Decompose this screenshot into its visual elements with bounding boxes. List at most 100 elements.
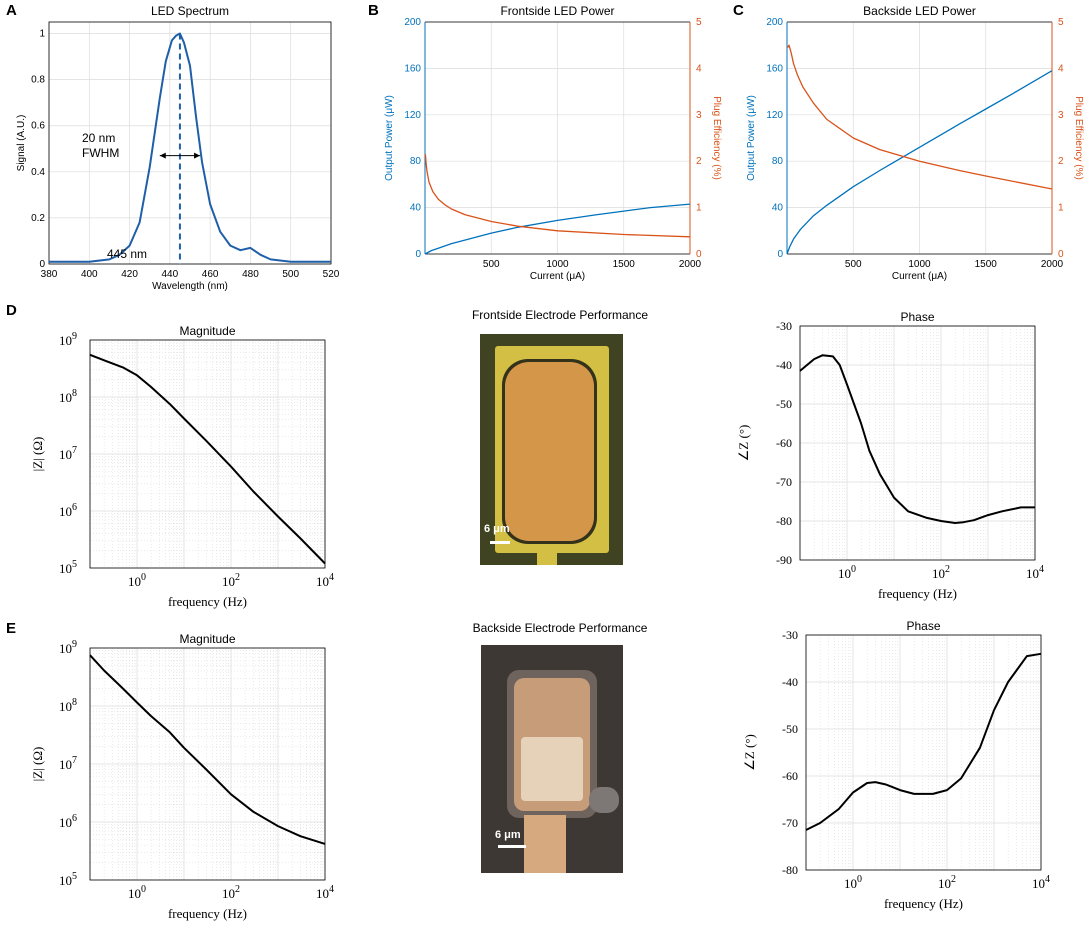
d-phase-ytick-label: -50 — [776, 397, 792, 411]
backside-scale-label: 6 μm — [495, 829, 521, 841]
a-spectrum-line — [49, 32, 331, 263]
e-phase-ytick-label: -80 — [782, 863, 798, 877]
c-ylabel-left: Output Power (μW) — [746, 95, 757, 181]
e-phase-xtick-label: 104 — [1032, 874, 1050, 891]
c-ytick-left: 40 — [772, 203, 784, 214]
b-ytick-left: 80 — [410, 156, 422, 167]
b-ytick-left: 200 — [404, 17, 421, 28]
a-xlabel: Wavelength (nm) — [152, 281, 228, 292]
c-efficiency-line — [787, 44, 1053, 190]
plot-frame-e-mag — [89, 647, 326, 881]
b-ylabel-right: Plug Efficiency (%) — [711, 96, 722, 180]
frontside-scale-label: 6 μm — [484, 523, 510, 535]
a-title: LED Spectrum — [151, 4, 229, 18]
panel-label-a: A — [6, 2, 17, 19]
d-mag-title: Magnitude — [179, 324, 235, 338]
plot-frame-a — [48, 21, 332, 265]
b-xtick-label: 500 — [483, 259, 500, 270]
e-mag-xtick-label: 104 — [316, 884, 334, 901]
panel-label-d: D — [6, 302, 17, 319]
d-mag-xlabel: frequency (Hz) — [168, 594, 247, 609]
c-ytick-left: 160 — [766, 63, 783, 74]
d-phase-xlabel: frequency (Hz) — [878, 586, 957, 601]
b-ytick-left: 120 — [404, 110, 421, 121]
d-phase-curve — [799, 354, 1035, 524]
b-xtick-label: 1000 — [546, 259, 569, 270]
d-mag-curve — [89, 353, 326, 565]
e-mag-curve — [89, 654, 326, 845]
backside-electrode-photo: 6 μm — [481, 645, 623, 873]
panel-label-b: B — [368, 2, 379, 19]
c-ytick-right: 5 — [1058, 17, 1064, 28]
c-ytick-left: 80 — [772, 156, 784, 167]
a-ytick-label: 0.6 — [31, 121, 45, 132]
plot-frame-d-phase — [799, 325, 1036, 561]
e-mag-xtick-label: 100 — [128, 884, 146, 901]
d-mag-ytick-label: 109 — [59, 331, 77, 348]
d-phase-ytick-label: -80 — [776, 514, 792, 528]
b-efficiency-line — [424, 154, 691, 238]
b-ytick-right: 1 — [696, 203, 702, 214]
a-xtick-label: 480 — [242, 269, 259, 280]
e-mag-xtick-label: 102 — [222, 884, 240, 901]
b-ytick-right: 0 — [696, 249, 702, 260]
d-mag-ytick-label: 106 — [59, 502, 77, 519]
e-mag-ytick-label: 105 — [59, 871, 77, 888]
a-xtick-label: 460 — [202, 269, 219, 280]
c-ytick-right: 1 — [1058, 203, 1064, 214]
e-phase-ylabel: ∠Z (°) — [742, 734, 757, 771]
a-ytick-label: 0 — [39, 259, 45, 270]
a-fwhm-label-2: FWHM — [82, 146, 119, 160]
b-power-line — [424, 203, 691, 255]
e-mag-ytick-label: 108 — [59, 697, 77, 714]
b-ytick-left: 0 — [415, 249, 421, 260]
d-mag-xtick-label: 100 — [128, 572, 146, 589]
b-ytick-right: 3 — [696, 110, 702, 121]
e-mag-xlabel: frequency (Hz) — [168, 906, 247, 921]
c-xtick-label: 1500 — [975, 259, 998, 270]
b-xlabel: Current (μA) — [530, 271, 585, 282]
e-mag-ytick-label: 109 — [59, 639, 77, 656]
e-mag-title: Magnitude — [179, 632, 235, 646]
b-ylabel-left: Output Power (μW) — [384, 95, 395, 181]
c-power-line — [786, 70, 1053, 255]
e-mag-ylabel: |Z| (Ω) — [30, 747, 45, 782]
e-phase-xtick-label: 102 — [938, 874, 956, 891]
c-ytick-right: 4 — [1058, 63, 1064, 74]
c-ytick-left: 0 — [777, 249, 783, 260]
d-mag-xtick-label: 102 — [222, 572, 240, 589]
c-xtick-label: 500 — [845, 259, 862, 270]
a-ytick-label: 1 — [39, 29, 45, 40]
d-phase-ytick-label: -30 — [776, 319, 792, 333]
e-phase-ytick-label: -40 — [782, 675, 798, 689]
d-mag-ylabel: |Z| (Ω) — [30, 437, 45, 472]
e-mag-ytick-label: 107 — [59, 755, 77, 772]
d-mag-ytick-label: 107 — [59, 445, 77, 462]
d-phase-ylabel: ∠Z (°) — [736, 425, 751, 462]
a-xtick-label: 420 — [121, 269, 138, 280]
b-ytick-left: 40 — [410, 203, 422, 214]
c-ylabel-right: Plug Efficiency (%) — [1073, 96, 1084, 180]
e-mag-ytick-label: 106 — [59, 813, 77, 830]
e-phase-xtick-label: 100 — [844, 874, 862, 891]
a-xtick-label: 520 — [323, 269, 340, 280]
panel-label-c: C — [733, 2, 744, 19]
c-ytick-left: 200 — [766, 17, 783, 28]
b-ytick-right: 5 — [696, 17, 702, 28]
d-mag-xtick-label: 104 — [316, 572, 334, 589]
a-fwhm-label-1: 20 nm — [82, 131, 115, 145]
backside-scale-bar — [498, 845, 526, 848]
c-ytick-left: 120 — [766, 110, 783, 121]
plot-frame-d-mag — [89, 339, 326, 569]
b-ytick-left: 160 — [404, 63, 421, 74]
d-mag-ytick-label: 108 — [59, 388, 77, 405]
e-phase-ytick-label: -70 — [782, 816, 798, 830]
c-title: Backside LED Power — [863, 4, 976, 18]
d-phase-ytick-label: -90 — [776, 553, 792, 567]
a-peak-label: 445 nm — [107, 247, 147, 261]
c-ytick-right: 2 — [1058, 156, 1064, 167]
b-title: Frontside LED Power — [500, 4, 614, 18]
b-ytick-right: 4 — [696, 63, 702, 74]
d-phase-ytick-label: -40 — [776, 358, 792, 372]
